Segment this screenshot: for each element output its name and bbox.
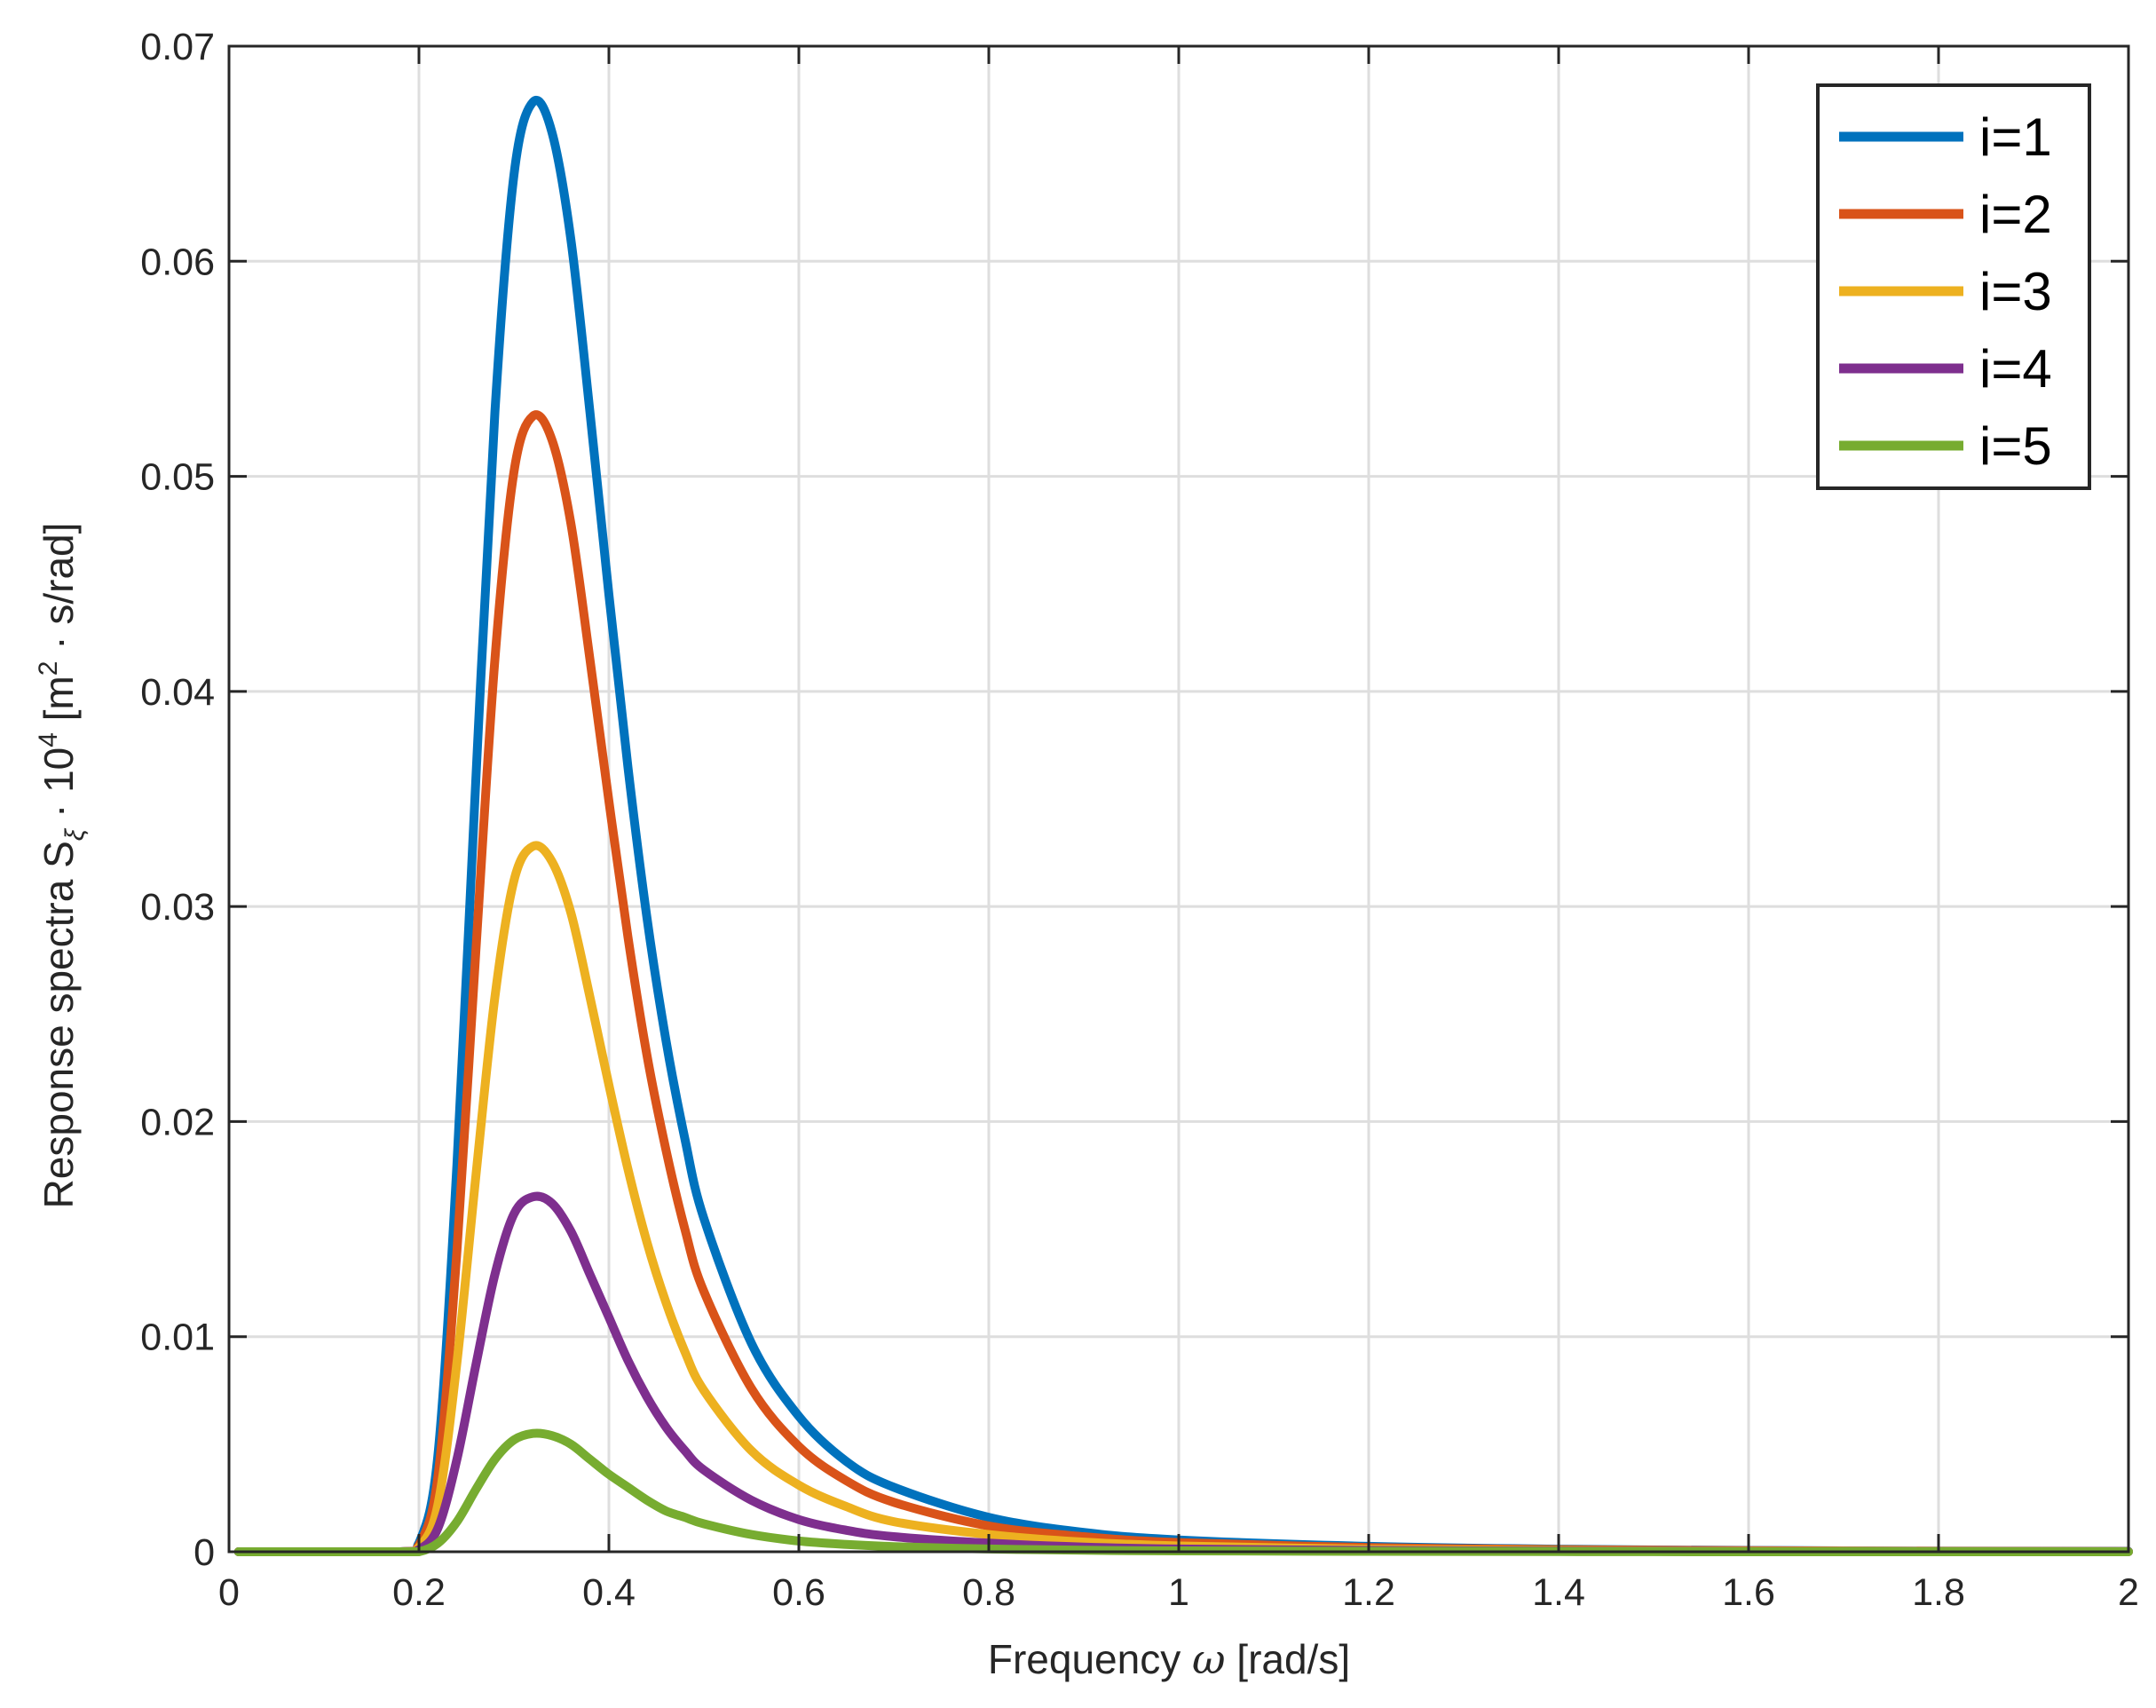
x-tick-label: 0.6	[772, 1571, 825, 1614]
x-tick-label: 1.8	[1912, 1571, 1965, 1614]
legend: i=1 i=2 i=3 i=4 i=5	[1816, 83, 2091, 490]
y-tick-label: 0.04	[140, 671, 215, 714]
y-tick-label: 0.07	[140, 26, 215, 68]
x-tick-label: 0	[218, 1571, 240, 1614]
legend-label: i=4	[1979, 339, 2052, 399]
legend-label: i=1	[1979, 107, 2052, 167]
y-tick-label: 0.01	[140, 1317, 215, 1359]
legend-label: i=5	[1979, 416, 2052, 476]
x-tick-label: 0.2	[392, 1571, 446, 1614]
y-tick-label: 0	[193, 1531, 215, 1574]
x-tick-label: 0.8	[962, 1571, 1015, 1614]
x-tick-label: 0.4	[582, 1571, 636, 1614]
x-tick-label: 1.4	[1532, 1571, 1585, 1614]
x-axis-label: Frequency ω [rad/s]	[988, 1635, 1350, 1683]
x-tick-label: 1	[1168, 1571, 1189, 1614]
y-tick-label: 0.03	[140, 886, 215, 929]
legend-label: i=2	[1979, 185, 2052, 244]
x-tick-label: 2	[2118, 1571, 2139, 1614]
x-tick-label: 1.6	[1722, 1571, 1775, 1614]
y-tick-label: 0.05	[140, 456, 215, 499]
legend-label: i=3	[1979, 262, 2052, 321]
grid-lines	[229, 46, 2128, 1552]
x-tick-label: 1.2	[1342, 1571, 1395, 1614]
tick-labels: 0 0.2 0.4 0.6 0.8 1 1.2 1.4 1.6 1.8 2 0 0.01 0.02 0.03…	[140, 26, 2139, 1614]
y-tick-label: 0.06	[140, 241, 215, 283]
y-axis-label: Response spectra Sξ · 104 [m2 · s/rad]	[34, 523, 90, 1209]
y-tick-label: 0.02	[140, 1101, 215, 1143]
axes-frame	[227, 44, 2130, 1554]
